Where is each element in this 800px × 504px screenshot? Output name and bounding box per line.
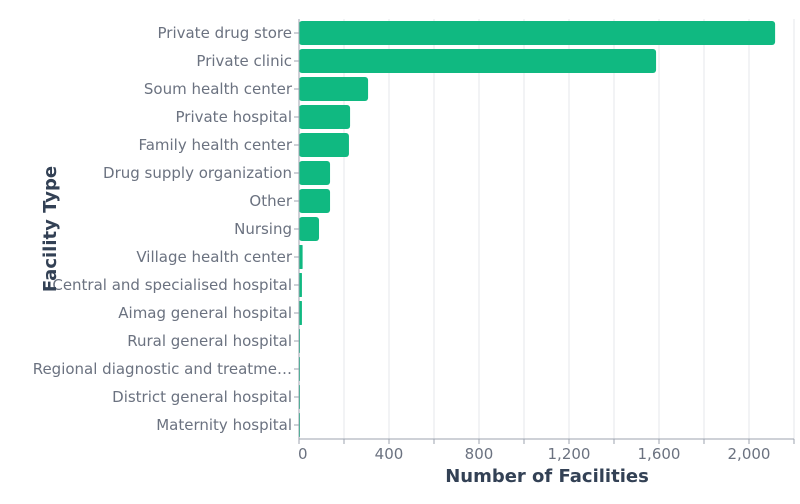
y-tick-label: Maternity hospital xyxy=(156,416,292,434)
y-tick-label: Village health center xyxy=(136,248,292,266)
bar xyxy=(299,133,349,157)
y-tick-label: Central and specialised hospital xyxy=(52,276,292,294)
y-axis: Private drug store Private clinic Soum hea… xyxy=(33,19,300,439)
bar xyxy=(299,49,657,73)
y-tick-label: Regional diagnostic and treatme… xyxy=(33,360,292,378)
y-tick-label: District general hospital xyxy=(112,388,292,406)
y-tick-label: Rural general hospital xyxy=(127,332,292,350)
bar xyxy=(299,273,302,297)
bar xyxy=(299,161,331,185)
y-tick-label: Aimag general hospital xyxy=(118,304,292,322)
x-tick-label: 2,000 xyxy=(728,445,771,463)
x-tick-label: 1,600 xyxy=(638,445,681,463)
bar xyxy=(299,301,302,325)
bar xyxy=(299,105,351,129)
bar xyxy=(299,245,303,269)
x-tick-label: 400 xyxy=(375,445,404,463)
x-tick-label: 1,200 xyxy=(548,445,591,463)
x-axis: 0 400 800 1,200 1,600 2,000 xyxy=(298,438,795,463)
y-tick-label: Drug supply organization xyxy=(103,164,292,182)
y-tick-label: Other xyxy=(249,192,292,210)
x-tick-label: 800 xyxy=(465,445,494,463)
y-tick-label: Family health center xyxy=(138,136,292,154)
y-tick-label: Private hospital xyxy=(176,108,293,126)
y-tick-label: Private drug store xyxy=(158,24,293,42)
y-tick-label: Private clinic xyxy=(196,52,292,70)
x-axis-title: Number of Facilities xyxy=(445,466,649,487)
bar xyxy=(299,21,776,45)
y-tick-label: Soum health center xyxy=(144,80,293,98)
grid-lines xyxy=(298,19,795,439)
y-tick-label: Nursing xyxy=(234,220,292,238)
y-axis-title: Facility Type xyxy=(40,166,61,292)
bar xyxy=(299,217,320,241)
bars xyxy=(299,21,776,437)
bar xyxy=(299,189,331,213)
bar xyxy=(299,77,369,101)
x-tick-label: 0 xyxy=(298,445,308,463)
